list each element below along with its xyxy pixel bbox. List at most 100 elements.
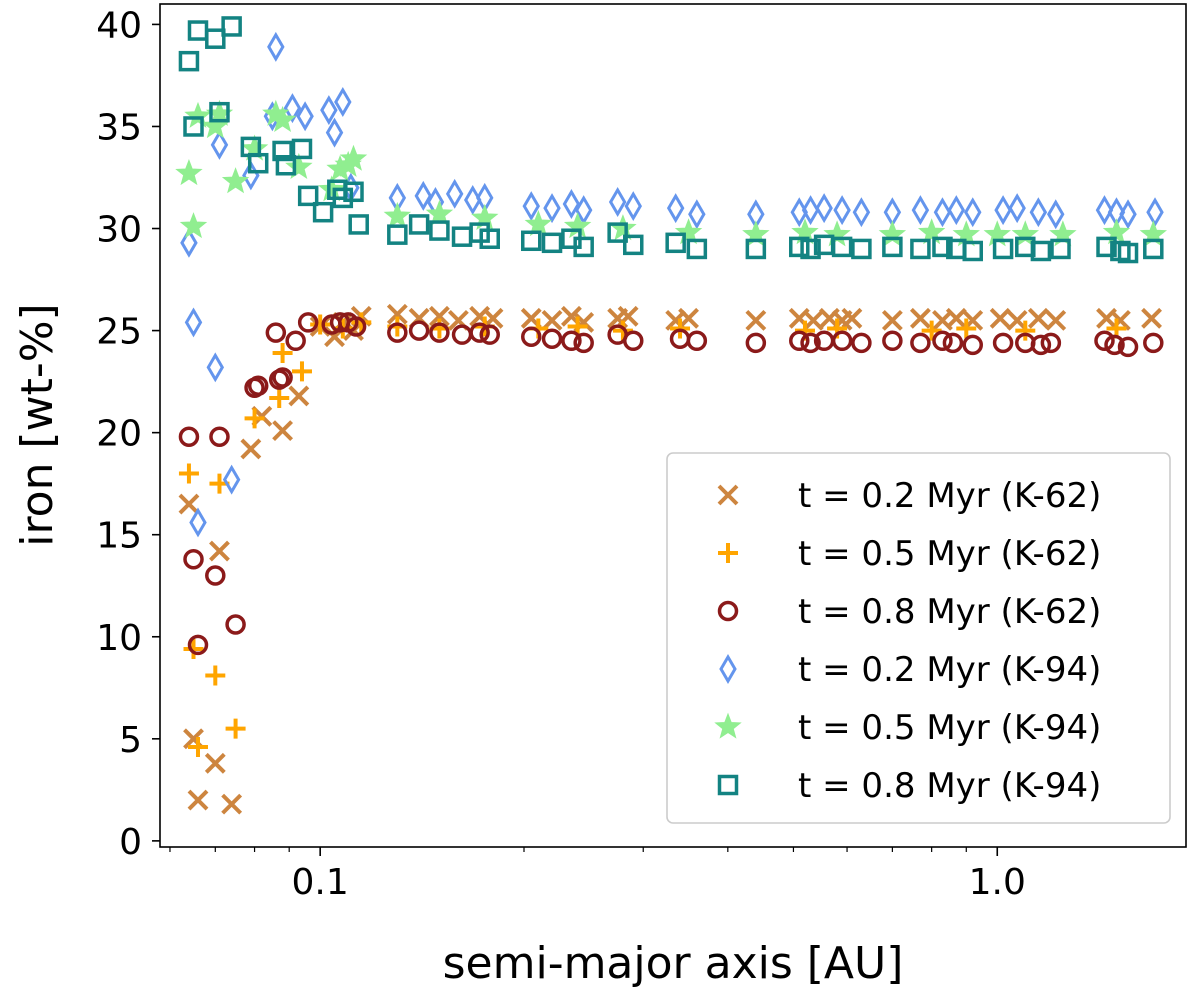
- data-point: [674, 218, 703, 245]
- data-point: [964, 197, 982, 228]
- data-point: [209, 540, 230, 562]
- y-tick-label: 5: [119, 720, 142, 761]
- legend-frame: [666, 452, 1171, 824]
- legend-entry: t = 0.8 Myr (K-62): [717, 592, 1101, 632]
- data-point: [386, 303, 408, 325]
- data-point: [541, 328, 563, 350]
- data-point: [612, 320, 633, 341]
- data-point: [285, 152, 313, 179]
- data-point: [800, 332, 821, 354]
- data-point: [268, 105, 297, 133]
- data-point: [351, 312, 372, 333]
- x-tick-label: 1.0: [969, 862, 1026, 903]
- data-point: [1143, 332, 1164, 354]
- data-point: [383, 201, 412, 228]
- series-6: [178, 16, 1164, 264]
- data-point: [678, 307, 699, 329]
- y-tick-label: 20: [96, 414, 142, 455]
- data-point: [522, 191, 540, 222]
- data-point: [183, 116, 204, 137]
- data-point: [831, 236, 853, 258]
- data-point: [482, 307, 504, 329]
- data-point: [272, 140, 293, 162]
- data-point: [881, 309, 903, 331]
- data-point: [911, 195, 930, 226]
- data-point: [334, 86, 352, 117]
- data-point: [1006, 309, 1028, 331]
- data-point: [183, 639, 204, 660]
- data-point: [296, 101, 314, 132]
- data-point: [823, 220, 851, 247]
- data-point: [325, 117, 344, 148]
- data-point: [272, 367, 293, 388]
- data-point: [175, 159, 203, 186]
- data-point: [312, 201, 334, 223]
- data-point: [623, 330, 644, 352]
- data-point: [479, 324, 500, 345]
- legend-label: t = 0.2 Myr (K-62): [798, 476, 1101, 516]
- data-point: [1027, 307, 1049, 329]
- data-point: [318, 175, 346, 202]
- data-point: [541, 232, 563, 254]
- data-point: [429, 322, 450, 343]
- data-point: [833, 195, 851, 226]
- data-point: [429, 220, 450, 241]
- data-point: [573, 332, 594, 354]
- data-point: [882, 330, 903, 352]
- data-point: [933, 197, 952, 228]
- data-point: [320, 95, 338, 126]
- data-point: [852, 197, 871, 228]
- data-point: [607, 222, 628, 243]
- data-point: [387, 224, 408, 245]
- data-point: [882, 236, 903, 258]
- y-tick-label: 25: [96, 312, 142, 353]
- data-point: [841, 307, 863, 329]
- data-point: [272, 343, 293, 364]
- legend-label: t = 0.5 Myr (K-62): [798, 534, 1101, 574]
- data-point: [343, 181, 364, 203]
- data-point: [1096, 236, 1117, 258]
- data-point: [451, 226, 473, 247]
- data-point: [1030, 334, 1052, 356]
- data-point: [688, 199, 706, 230]
- legend-marker: [718, 543, 738, 563]
- series-3: [178, 312, 1164, 656]
- data-point: [275, 155, 297, 176]
- data-point: [408, 214, 430, 235]
- data-point: [179, 212, 208, 239]
- data-point: [332, 187, 354, 209]
- data-point: [189, 507, 207, 538]
- data-point: [247, 152, 269, 174]
- data-point: [573, 236, 594, 258]
- data-point: [209, 101, 230, 123]
- data-point: [247, 375, 269, 396]
- data-point: [745, 332, 767, 354]
- y-tick-label: 35: [96, 107, 142, 148]
- axis-ticks: 0 5 10 15 20 25 30 35 40 0.1 1.0: [96, 5, 1026, 903]
- data-point: [310, 314, 331, 335]
- data-point: [562, 189, 581, 220]
- data-point: [180, 227, 198, 258]
- data-point: [563, 212, 592, 239]
- data-point: [267, 31, 285, 62]
- data-point: [205, 28, 226, 49]
- data-point: [244, 408, 265, 429]
- x-tick-label: 0.1: [292, 862, 349, 903]
- plot-area-frame: [159, 3, 1187, 848]
- data-point: [1095, 195, 1114, 226]
- data-point: [686, 238, 708, 260]
- data-point: [187, 789, 209, 811]
- data-point: [225, 614, 246, 635]
- data-point: [942, 332, 964, 354]
- data-point: [962, 334, 983, 356]
- legend-marker: [717, 484, 739, 506]
- data-point: [1050, 238, 1071, 260]
- data-point: [932, 236, 953, 258]
- data-point: [1094, 330, 1115, 352]
- data-point: [1119, 199, 1137, 230]
- data-point: [994, 195, 1012, 226]
- data-point: [962, 240, 983, 262]
- data-point: [800, 238, 821, 260]
- data-point: [240, 438, 262, 460]
- data-point: [265, 322, 287, 343]
